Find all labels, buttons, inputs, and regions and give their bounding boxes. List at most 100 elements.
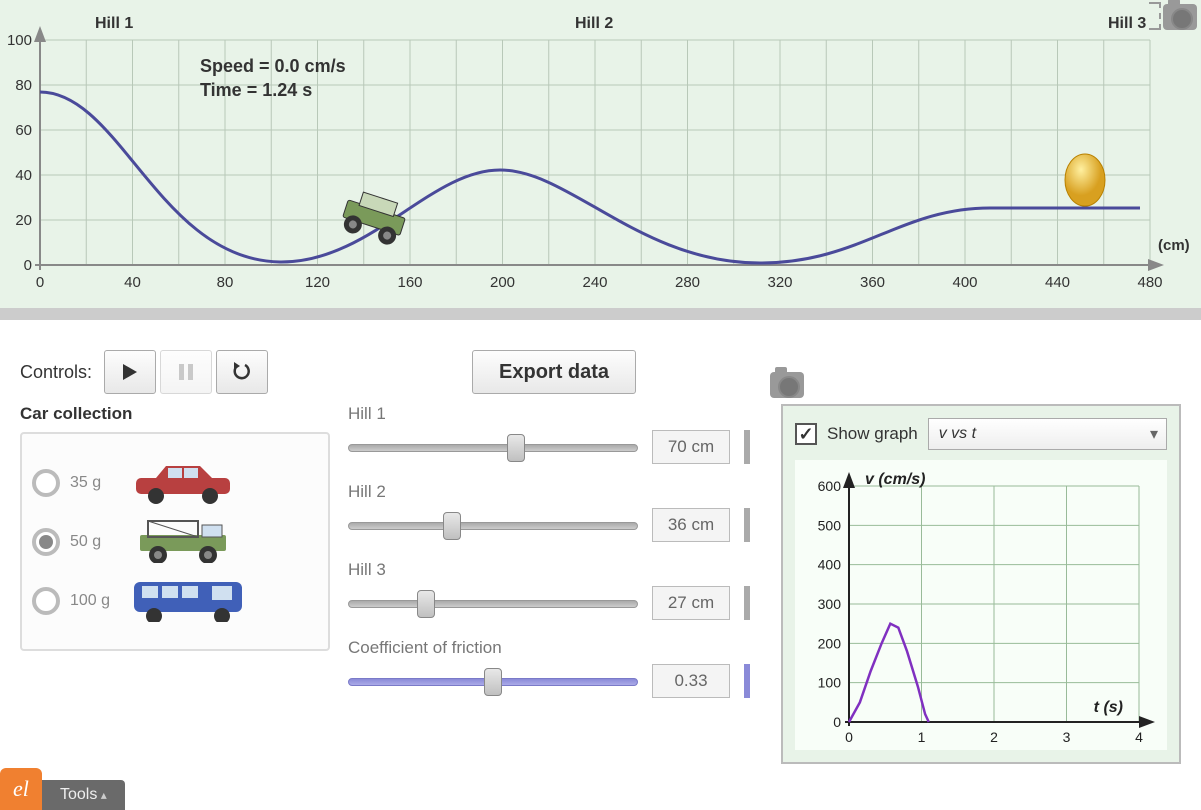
play-button[interactable] — [104, 350, 156, 394]
svg-text:120: 120 — [305, 274, 330, 291]
slider-track[interactable] — [348, 436, 638, 458]
graph-type-dropdown[interactable]: v vs t — [928, 418, 1167, 450]
svg-text:0: 0 — [24, 257, 32, 274]
svg-text:500: 500 — [818, 517, 842, 533]
slider-label: Coefficient of friction — [348, 638, 763, 658]
slider-friction: Coefficient of friction 0.33 — [348, 638, 763, 698]
car-mass-label: 100 g — [70, 592, 118, 610]
svg-text:600: 600 — [818, 478, 842, 494]
hill1-label: Hill 1 — [95, 15, 133, 32]
slider-value: 36 cm — [652, 508, 730, 542]
svg-text:1: 1 — [918, 729, 926, 745]
car-radio[interactable] — [32, 469, 60, 497]
car-collection-title: Car collection — [20, 404, 330, 424]
svg-text:60: 60 — [15, 122, 32, 139]
controls-row: Controls: Export data — [0, 320, 1201, 404]
car-icon — [128, 458, 238, 507]
car-mass-label: 35 g — [70, 474, 118, 492]
svg-text:20: 20 — [15, 212, 32, 229]
brand-logo[interactable]: el — [0, 768, 42, 810]
svg-text:80: 80 — [217, 274, 234, 291]
track-path — [40, 92, 1140, 263]
car-option-0[interactable]: 35 g — [32, 458, 318, 507]
svg-text:0: 0 — [845, 729, 853, 745]
slider-label: Hill 2 — [348, 482, 763, 502]
svg-text:80: 80 — [15, 77, 32, 94]
slider-value: 70 cm — [652, 430, 730, 464]
car-icon — [128, 576, 248, 625]
svg-text:300: 300 — [818, 596, 842, 612]
graph-panel: ✓ Show graph v vs t 0 1 2 3 4 0 100 200 300 400 50… — [781, 404, 1181, 764]
hill3-label: Hill 3 — [1108, 15, 1146, 32]
x-unit-label: (cm) — [1158, 237, 1190, 254]
simulation-area: 0 40 80 120 160 200 240 280 320 360 400 440 480 0 20 4… — [0, 0, 1201, 320]
svg-text:100: 100 — [7, 32, 32, 49]
slider-value: 27 cm — [652, 586, 730, 620]
hill2-label: Hill 2 — [575, 15, 613, 32]
velocity-time-chart: 0 1 2 3 4 0 100 200 300 400 500 600 v (cm/s) t (s) — [795, 460, 1167, 750]
svg-text:200: 200 — [490, 274, 515, 291]
svg-text:160: 160 — [397, 274, 422, 291]
svg-text:280: 280 — [675, 274, 700, 291]
slider-hill2: Hill 2 36 cm — [348, 482, 763, 542]
slider-thumb[interactable] — [484, 668, 502, 696]
slider-label: Hill 1 — [348, 404, 763, 424]
show-graph-label: Show graph — [827, 424, 918, 444]
slider-indicator-bar — [744, 430, 750, 464]
time-readout: Time = 1.24 s — [200, 80, 312, 100]
slider-thumb[interactable] — [443, 512, 461, 540]
svg-text:4: 4 — [1135, 729, 1143, 745]
svg-text:440: 440 — [1045, 274, 1070, 291]
svg-text:t (s): t (s) — [1094, 699, 1123, 716]
car-option-1[interactable]: 50 g — [32, 517, 318, 566]
svg-text:400: 400 — [818, 557, 842, 573]
svg-text:2: 2 — [990, 729, 998, 745]
slider-thumb[interactable] — [507, 434, 525, 462]
snapshot-region-marker — [1149, 2, 1161, 30]
track-chart: 0 40 80 120 160 200 240 280 320 360 400 440 480 0 20 4… — [0, 0, 1201, 308]
car-icon — [339, 188, 409, 247]
slider-value: 0.33 — [652, 664, 730, 698]
slider-indicator-bar — [744, 664, 750, 698]
car-option-2[interactable]: 100 g — [32, 576, 318, 625]
slider-indicator-bar — [744, 508, 750, 542]
car-collection-panel: Car collection 35 g 50 g 100 g — [20, 404, 330, 651]
footer: el Tools — [0, 774, 1201, 810]
controls-label: Controls: — [20, 362, 92, 383]
show-graph-checkbox[interactable]: ✓ — [795, 423, 817, 445]
svg-text:40: 40 — [124, 274, 141, 291]
slider-track[interactable] — [348, 592, 638, 614]
slider-thumb[interactable] — [417, 590, 435, 618]
svg-text:100: 100 — [818, 675, 842, 691]
svg-text:360: 360 — [860, 274, 885, 291]
svg-text:480: 480 — [1137, 274, 1162, 291]
pause-button[interactable] — [160, 350, 212, 394]
slider-track[interactable] — [348, 670, 638, 692]
svg-text:400: 400 — [952, 274, 977, 291]
car-radio[interactable] — [32, 528, 60, 556]
sliders-panel: Hill 1 70 cm Hill 2 36 cm Hill 3 — [348, 404, 763, 716]
speed-readout: Speed = 0.0 cm/s — [200, 56, 346, 76]
camera-icon[interactable] — [770, 372, 804, 398]
svg-text:240: 240 — [582, 274, 607, 291]
slider-hill3: Hill 3 27 cm — [348, 560, 763, 620]
slider-track[interactable] — [348, 514, 638, 536]
export-data-button[interactable]: Export data — [472, 350, 636, 394]
egg-icon — [1065, 154, 1105, 206]
tools-tab[interactable]: Tools — [42, 780, 125, 810]
svg-text:3: 3 — [1063, 729, 1071, 745]
svg-text:v (cm/s): v (cm/s) — [865, 471, 925, 488]
svg-text:0: 0 — [833, 714, 841, 730]
car-mass-label: 50 g — [70, 533, 118, 551]
svg-text:40: 40 — [15, 167, 32, 184]
camera-icon[interactable] — [1163, 4, 1197, 30]
svg-text:320: 320 — [767, 274, 792, 291]
slider-hill1: Hill 1 70 cm — [348, 404, 763, 464]
car-icon — [128, 517, 238, 566]
svg-text:0: 0 — [36, 274, 44, 291]
slider-indicator-bar — [744, 586, 750, 620]
slider-label: Hill 3 — [348, 560, 763, 580]
svg-text:200: 200 — [818, 635, 842, 651]
reset-button[interactable] — [216, 350, 268, 394]
car-radio[interactable] — [32, 587, 60, 615]
